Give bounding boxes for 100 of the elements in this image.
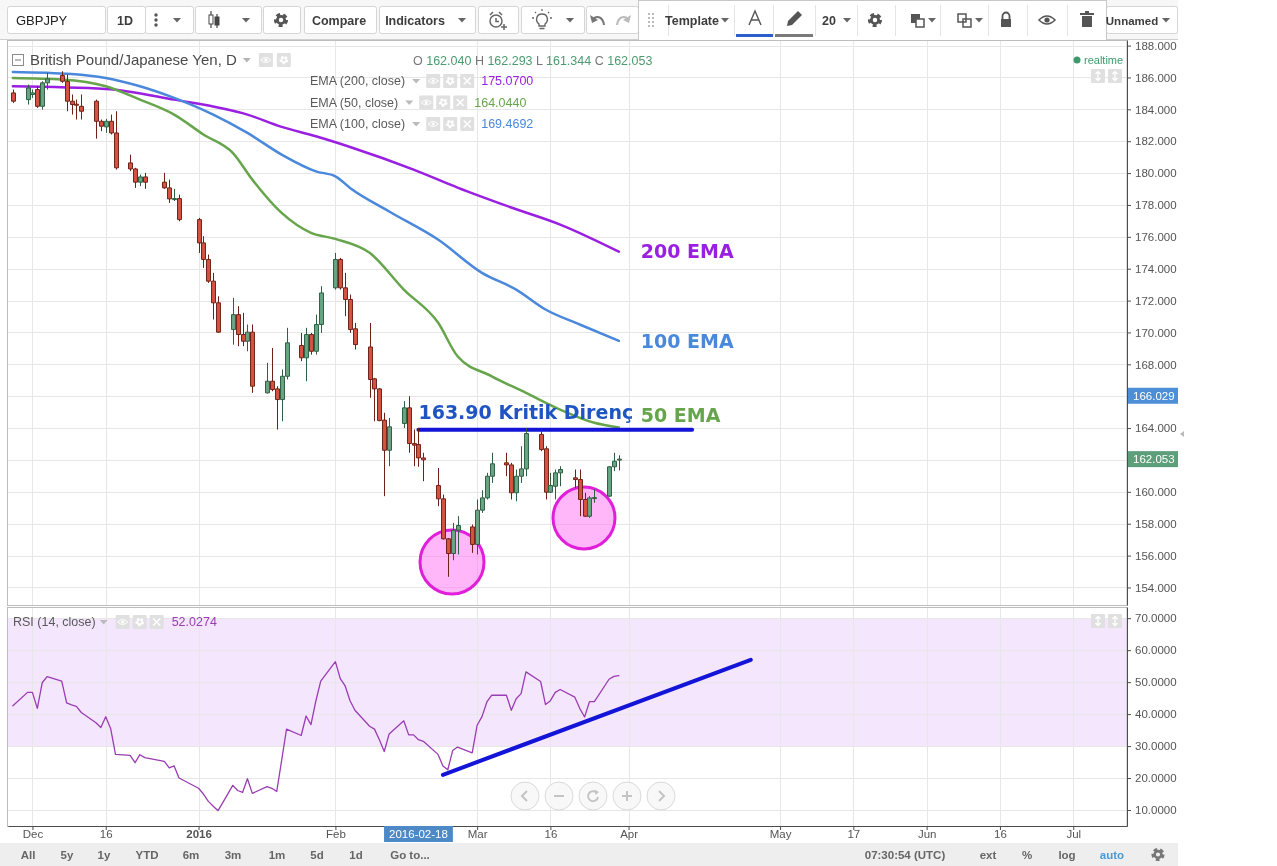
y-tick-label: 50.0000 [1135, 676, 1177, 689]
candlestick [26, 84, 31, 106]
candlestick [138, 174, 143, 187]
y-tick-label: 186.000 [1135, 71, 1177, 84]
text: British Pound/Japanese Yen, D [30, 51, 237, 68]
text: 1m [268, 848, 286, 861]
x-tick-label: Mar [467, 828, 488, 841]
candlestick [236, 305, 241, 347]
candlestick [402, 400, 407, 429]
y-tick-label: 170.000 [1135, 326, 1177, 339]
y-tick-label: 30.0000 [1135, 740, 1177, 753]
text: 20 [822, 13, 836, 28]
annotation: O 162.040 H 162.293 L 161.344 C 162.053 [413, 54, 653, 68]
text: 5y [60, 848, 74, 861]
x-tick-label: 17 [847, 828, 861, 841]
candlestick [304, 327, 309, 382]
text: 1d [349, 848, 363, 861]
y-tick-label: 184.000 [1135, 103, 1177, 116]
y-tick-label: 178.000 [1135, 199, 1177, 212]
candlestick [231, 297, 236, 346]
y-tick-label: 10.0000 [1135, 804, 1177, 817]
text: % [1021, 848, 1033, 861]
candlestick [265, 362, 270, 394]
y-tick-label: 162.053 [1133, 453, 1175, 466]
x-tick-label: Jul [1066, 828, 1082, 841]
y-tick-label: 164.000 [1135, 422, 1177, 435]
text: Unnamed [1105, 14, 1159, 27]
y-tick-label: 182.000 [1135, 135, 1177, 148]
text: 6m [182, 848, 200, 861]
candlestick [172, 188, 177, 202]
candlestick [74, 99, 79, 121]
text: RSI (14, close) [13, 615, 96, 629]
candlestick [387, 417, 392, 467]
y-tick-label: 70.0000 [1135, 612, 1177, 625]
annotation: realtime [1084, 54, 1124, 66]
series-label: 200 EMA [640, 240, 734, 263]
candlestick [299, 332, 304, 362]
text: Indicators [385, 13, 445, 28]
x-tick-label: Feb [325, 828, 346, 841]
y-tick-label: 20.0000 [1135, 772, 1177, 785]
text: 5d [310, 848, 324, 861]
candlestick [11, 89, 16, 104]
annotation: 163.90 Kritik Direnç [418, 400, 634, 423]
line-series [11, 70, 621, 343]
text: Template [665, 13, 720, 28]
y-tick-label: 160.000 [1135, 486, 1177, 499]
text: log [1058, 848, 1076, 861]
candlestick [333, 252, 338, 291]
x-tick-label: 16 [544, 828, 558, 841]
candlestick [250, 323, 255, 394]
annotation: EMA (100, close) [310, 117, 406, 131]
y-tick-label: 172.000 [1135, 294, 1177, 307]
text: 07:30:54 (UTC) [864, 848, 946, 861]
text: 3m [224, 848, 242, 861]
candlestick [143, 172, 148, 190]
candlestick [35, 85, 40, 109]
y-tick-label: 180.000 [1135, 167, 1177, 180]
x-tick-label: 16 [994, 828, 1007, 841]
annotation: EMA (200, close) [310, 74, 406, 88]
text: All [20, 848, 36, 861]
y-tick-label: 156.000 [1135, 549, 1177, 562]
candlestick [245, 323, 250, 352]
candlestick [177, 194, 182, 222]
candlestick [470, 524, 475, 554]
candlestick [309, 332, 314, 356]
text: YTD [135, 848, 159, 861]
y-tick-label: 60.0000 [1135, 644, 1177, 657]
annotation: 175.0700 [481, 74, 534, 88]
annotation: EMA (50, close) [310, 95, 399, 110]
candlestick [617, 454, 622, 471]
x-tick-label: May [769, 828, 792, 841]
y-tick-label: 40.0000 [1135, 708, 1177, 721]
annotation: 164.0440 [474, 95, 527, 110]
y-tick-label: 154.000 [1135, 581, 1177, 594]
text: Go to... [390, 848, 430, 861]
y-tick-label: 158.000 [1135, 517, 1177, 530]
text: auto [1099, 848, 1125, 861]
y-tick-label: 188.000 [1135, 39, 1177, 52]
annotation: 169.4692 [481, 117, 534, 131]
candlestick [79, 94, 84, 121]
x-tick-label: 16 [99, 828, 113, 841]
text: 1y [97, 848, 111, 861]
y-tick-label: 168.000 [1135, 358, 1177, 371]
series-label: 100 EMA [640, 329, 734, 352]
x-tick-label: Apr [620, 828, 639, 841]
candlestick [104, 118, 109, 134]
text: ext [979, 848, 997, 861]
line-series [12, 661, 620, 812]
x-tick-label: Jun [917, 828, 937, 841]
series-label: 50 EMA [640, 404, 721, 427]
y-tick-label: 176.000 [1135, 231, 1177, 244]
text: GBPJPY [16, 12, 68, 28]
y-tick-label: 166.029 [1133, 389, 1175, 402]
text: Compare [311, 13, 367, 28]
x-tick-label: Dec [22, 828, 44, 841]
x-tick-label: 2016 [186, 828, 212, 841]
annotation: 52.0274 [171, 615, 217, 629]
y-tick-label: 174.000 [1135, 262, 1177, 275]
text: 1D [117, 13, 133, 28]
x-tick-label: 2016-02-18 [389, 828, 448, 841]
